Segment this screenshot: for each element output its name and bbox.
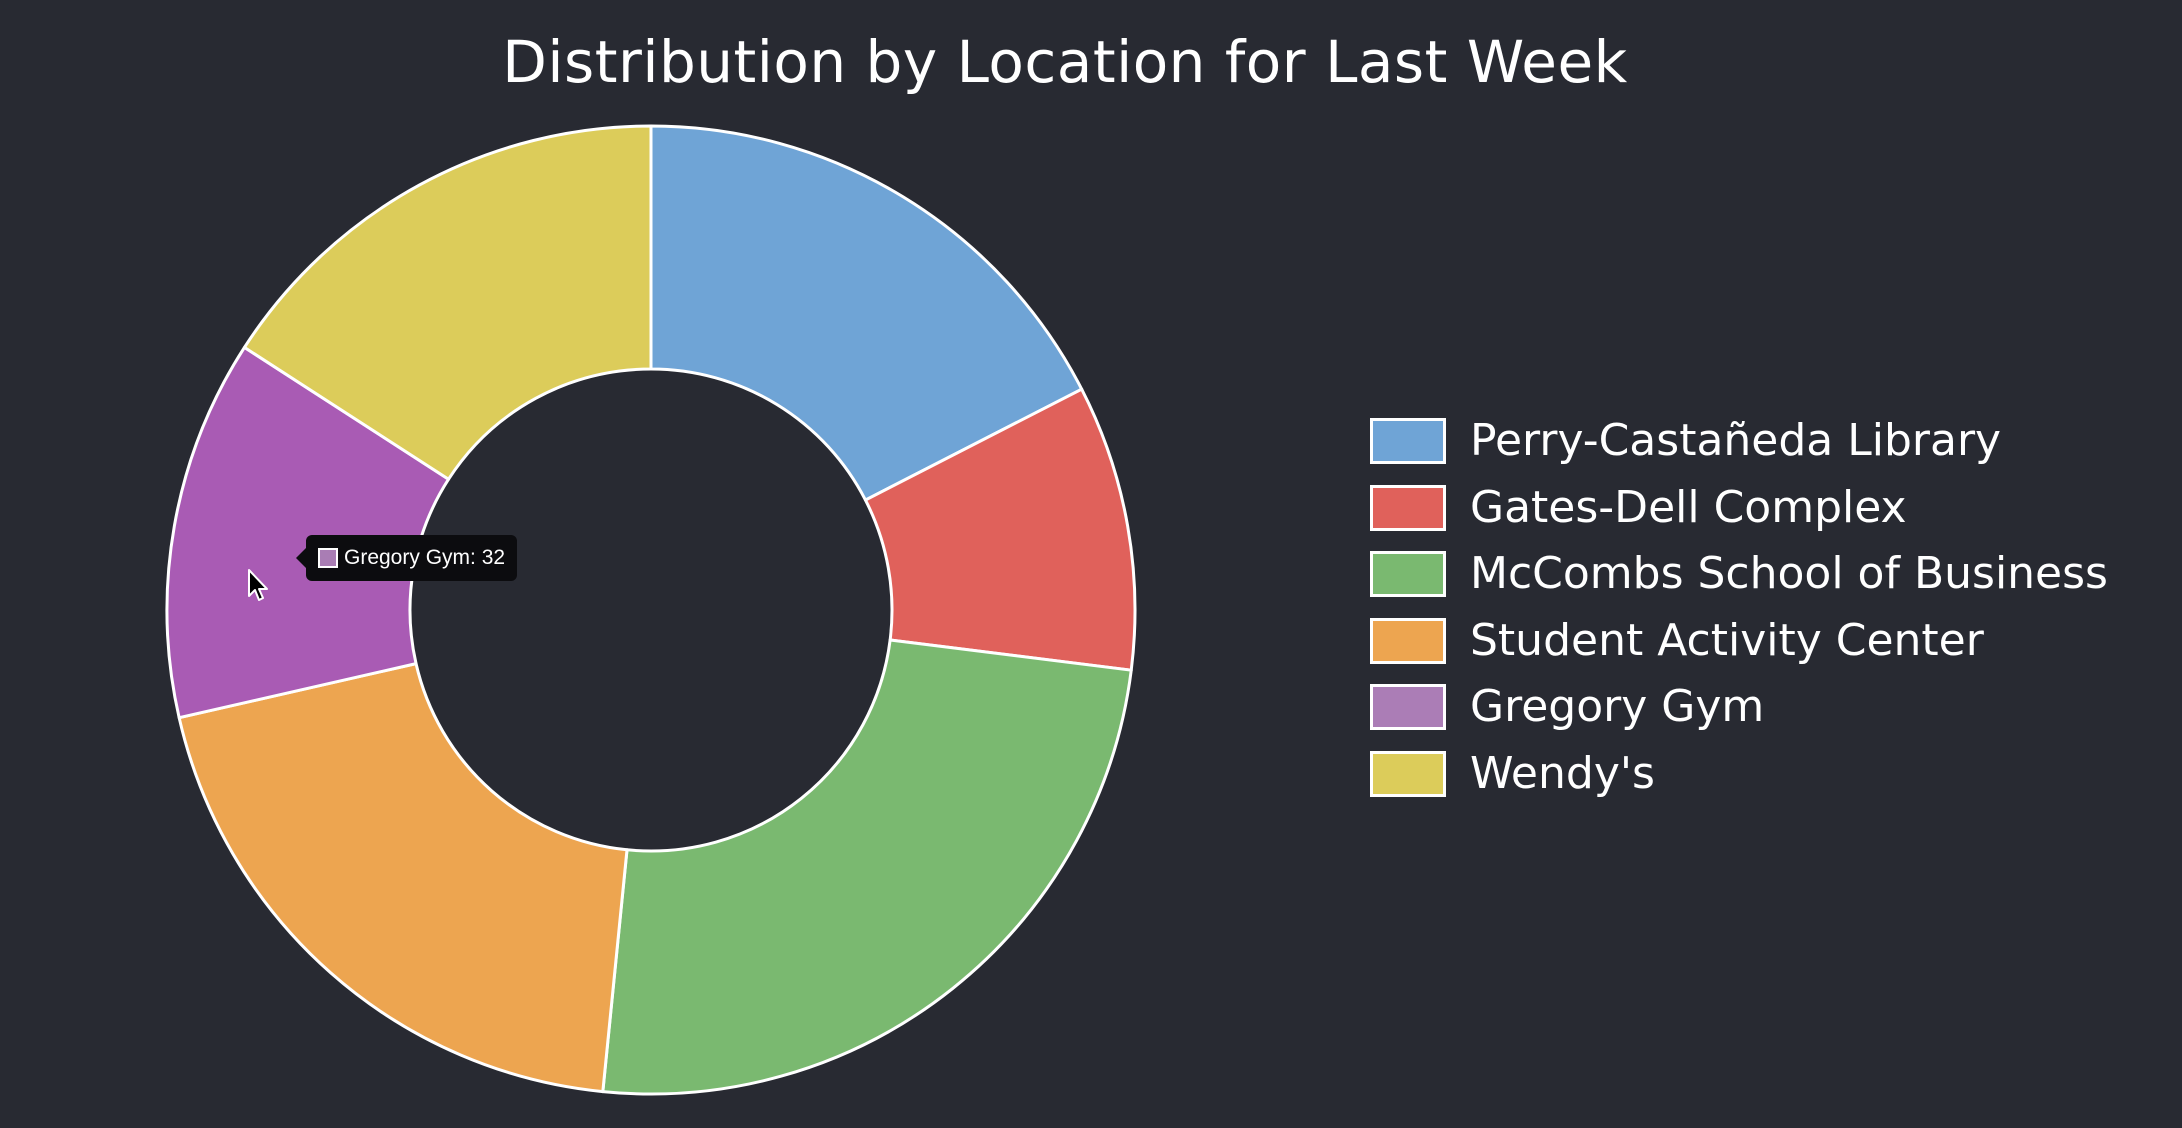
legend-swatch xyxy=(1370,551,1446,598)
chart-title: Distribution by Location for Last Week xyxy=(502,28,1628,96)
slice-perry-casta-eda-library[interactable] xyxy=(649,124,1084,502)
legend-swatch xyxy=(1370,418,1446,464)
arrow-pointer-icon xyxy=(248,569,268,601)
slice-student-activity-center[interactable] xyxy=(177,662,629,1094)
legend-label: Gregory Gym xyxy=(1470,681,1765,733)
slice-wendy-s[interactable] xyxy=(242,124,653,481)
legend-swatch xyxy=(1370,484,1446,531)
legend-label: Student Activity Center xyxy=(1470,614,1984,666)
legend-item-gregory-gym[interactable]: Gregory Gym xyxy=(1370,682,2108,732)
legend-item-student-activity-center[interactable]: Student Activity Center xyxy=(1370,616,2108,666)
slice-mccombs-school-of-business[interactable] xyxy=(601,638,1133,1096)
chart-legend: Perry-Castañeda Library Gates-Dell Comple… xyxy=(1370,416,2108,816)
legend-swatch xyxy=(1370,684,1446,731)
tooltip-text: Gregory Gym: 32 xyxy=(344,546,506,569)
legend-item-mccombs-school-of-business[interactable]: McCombs School of Business xyxy=(1370,549,2108,599)
legend-item-wendy-s[interactable]: Wendy's xyxy=(1370,749,2108,799)
legend-swatch xyxy=(1370,750,1446,797)
legend-label: Gates-Dell Complex xyxy=(1470,481,1907,533)
tooltip-color-swatch xyxy=(318,548,338,568)
legend-label: Wendy's xyxy=(1470,747,1655,799)
legend-label: McCombs School of Business xyxy=(1470,548,2108,600)
legend-swatch xyxy=(1370,617,1446,664)
chart-tooltip: Gregory Gym: 32 xyxy=(295,535,518,581)
legend-label: Perry-Castañeda Library xyxy=(1470,415,2002,466)
slice-gregory-gym[interactable] xyxy=(165,345,451,720)
chart-slices xyxy=(165,124,1137,1096)
legend-item-perry-casta-eda-library[interactable]: Perry-Castañeda Library xyxy=(1370,416,2108,466)
legend-item-gates-dell-complex[interactable]: Gates-Dell Complex xyxy=(1370,483,2108,533)
